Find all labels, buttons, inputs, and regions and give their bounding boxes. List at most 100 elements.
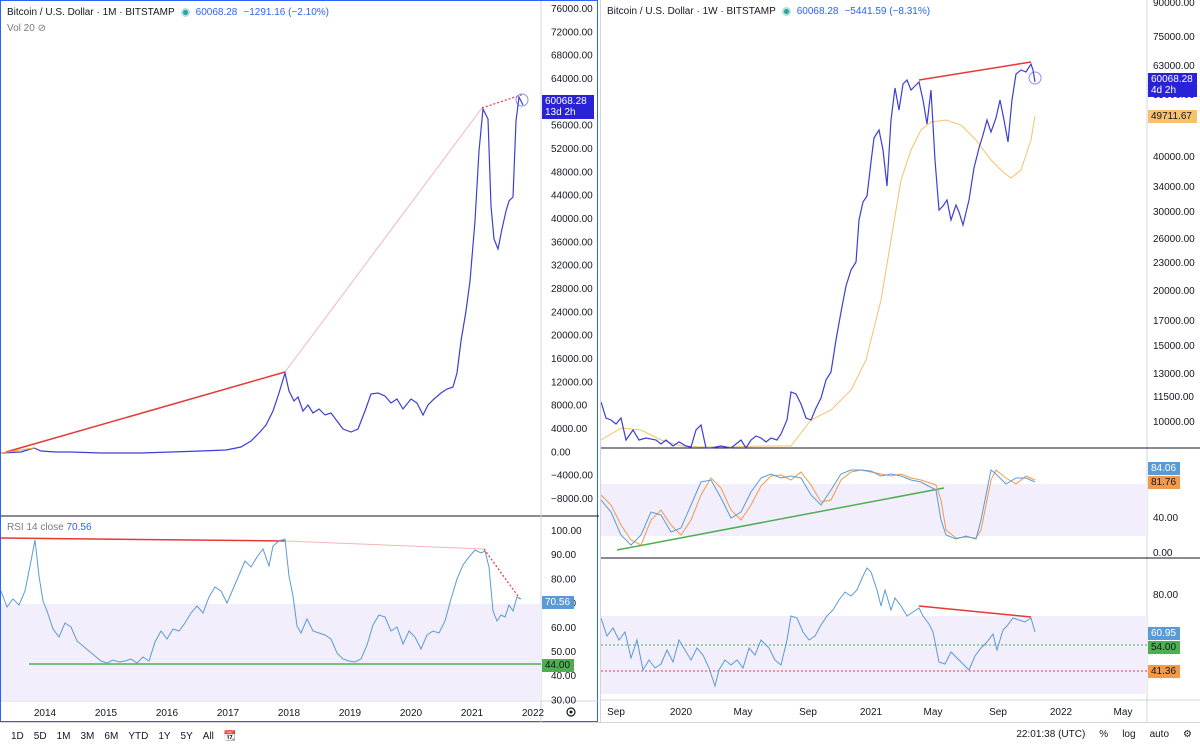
price-tick-label: 32000.00 bbox=[551, 261, 593, 272]
monthly-chart-panel[interactable]: 76000.0072000.0068000.0064000.0060000.00… bbox=[0, 0, 599, 723]
volume-legend[interactable]: Vol 20 ⊘ bbox=[7, 23, 46, 34]
current-price-label: 60068.28 13d 2h bbox=[542, 95, 594, 119]
stoch-trend-green bbox=[616, 487, 945, 551]
price-tick-label: 36000.00 bbox=[551, 237, 593, 248]
stoch-k-line bbox=[601, 469, 1036, 546]
weekly-price-line bbox=[601, 62, 1036, 450]
legend-price: 60068.28 bbox=[796, 6, 839, 17]
price-tick-label: 23000.00 bbox=[1153, 258, 1195, 269]
price-axis-ticks: 76000.0072000.0068000.0064000.0060000.00… bbox=[551, 4, 593, 505]
range-1d-button[interactable]: 1D bbox=[11, 731, 24, 742]
volume-label: Vol 20 bbox=[7, 23, 35, 34]
price-tick-label: 15000.00 bbox=[1153, 341, 1195, 352]
weekly-chart-svg: 90000.0075000.0063000.0055000.0040000.00… bbox=[601, 0, 1200, 722]
time-tick-label: 2015 bbox=[95, 708, 118, 719]
time-tick-label: May bbox=[924, 707, 943, 718]
price-tick-label: 56000.00 bbox=[551, 121, 593, 132]
price-tick-label: 75000.00 bbox=[1153, 32, 1195, 43]
monthly-chart-svg: 76000.0072000.0068000.0064000.0060000.00… bbox=[1, 1, 599, 723]
symbol-interval[interactable]: 1M bbox=[102, 7, 117, 18]
symbol-name: Bitcoin / U.S. Dollar bbox=[7, 7, 94, 18]
price-tick-label: −4000.00 bbox=[551, 471, 593, 482]
price-tick-label: 48000.00 bbox=[551, 167, 593, 178]
range-3m-button[interactable]: 3M bbox=[80, 731, 95, 742]
symbol-interval[interactable]: 1W bbox=[702, 6, 718, 17]
date-range-icon[interactable]: 📆 bbox=[223, 731, 237, 742]
weekly-rsi-trend-red bbox=[918, 605, 1032, 618]
market-status-icon bbox=[180, 8, 190, 17]
price-tick-label: 26000.00 bbox=[1153, 234, 1195, 245]
rsi-legend[interactable]: RSI 14 close 70.56 bbox=[7, 522, 92, 533]
price-tick-label: 52000.00 bbox=[551, 144, 593, 155]
rsi-upper-label: 54.00 bbox=[1148, 641, 1180, 654]
time-tick-label: 2022 bbox=[1050, 707, 1073, 718]
stoch-band bbox=[601, 484, 1147, 536]
weekly-rsi-band bbox=[601, 616, 1147, 694]
time-tick-label: May bbox=[734, 707, 753, 718]
range-1y-button[interactable]: 1Y bbox=[158, 731, 171, 742]
time-tick-label: 2021 bbox=[461, 708, 484, 719]
log-toggle[interactable]: log bbox=[1122, 729, 1136, 740]
rsi-value-label: 70.56 bbox=[542, 596, 574, 609]
time-tick-label: 2018 bbox=[278, 708, 301, 719]
trend-line-red-1 bbox=[5, 371, 286, 453]
rsi-lower-label: 41.36 bbox=[1148, 665, 1180, 678]
rsi-upper-text: 54.00 bbox=[1151, 642, 1177, 653]
stoch-d-label: 81.76 bbox=[1148, 476, 1180, 489]
drawing-handle-circle[interactable] bbox=[1028, 71, 1042, 85]
range-5y-button[interactable]: 5Y bbox=[180, 731, 193, 742]
price-tick-label: 20000.00 bbox=[551, 331, 593, 342]
rsi-band bbox=[1, 604, 541, 701]
volume-segment bbox=[1, 447, 35, 454]
range-5d-button[interactable]: 5D bbox=[33, 731, 47, 742]
price-tick-label: 76000.00 bbox=[551, 4, 593, 15]
price-tick-label: 40000.00 bbox=[551, 214, 593, 225]
ma-value-label: 49711.67 bbox=[1148, 110, 1197, 123]
range-1m-button[interactable]: 1M bbox=[56, 731, 71, 742]
clock-display[interactable]: 22:01:38 (UTC) bbox=[1016, 729, 1086, 740]
time-tick-label: Sep bbox=[799, 707, 817, 718]
stoch-tick-label: 40.00 bbox=[1153, 513, 1178, 524]
percent-toggle[interactable]: % bbox=[1099, 729, 1109, 740]
legend-change: −5441.59 (−8.31%) bbox=[844, 6, 931, 17]
weekly-chart-panel[interactable]: 90000.0075000.0063000.0055000.0040000.00… bbox=[600, 0, 1200, 722]
range-all-button[interactable]: All bbox=[202, 731, 214, 742]
drawing-handle-circle[interactable] bbox=[515, 93, 529, 107]
symbol-name: Bitcoin / U.S. Dollar bbox=[607, 6, 694, 17]
weekly-price-axis-ticks: 90000.0075000.0063000.0055000.0040000.00… bbox=[1153, 0, 1195, 428]
range-buttons: 1D 5D 1M 3M 6M YTD 1Y 5Y All 📆 bbox=[0, 731, 241, 742]
time-tick-label: 2021 bbox=[860, 707, 883, 718]
stoch-axis-ticks: 40.00 0.00 bbox=[1153, 513, 1178, 559]
rsi-tick-label: 90.00 bbox=[551, 550, 576, 561]
settings-gear-icon[interactable] bbox=[566, 707, 576, 717]
rsi-lower-text: 41.36 bbox=[1151, 666, 1177, 677]
weekly-time-axis-ticks: Sep 2020 May Sep 2021 May Sep 2022 May bbox=[607, 707, 1132, 718]
price-tick-label: 68000.00 bbox=[551, 51, 593, 62]
range-6m-button[interactable]: 6M bbox=[104, 731, 119, 742]
rsi-legend-value: 70.56 bbox=[66, 522, 92, 533]
eye-hidden-icon[interactable]: ⊘ bbox=[37, 23, 46, 34]
weekly-trend-red bbox=[918, 61, 1032, 81]
rsi-trend-pink bbox=[284, 540, 485, 550]
rsi-tick-label: 80.00 bbox=[551, 574, 576, 585]
time-tick-label: Sep bbox=[989, 707, 1007, 718]
bar-countdown: 13d 2h bbox=[545, 107, 576, 118]
time-axis-ticks: 2014 2015 2016 2017 2018 2019 2020 2021 2022 bbox=[34, 708, 545, 719]
range-ytd-button[interactable]: YTD bbox=[128, 731, 149, 742]
price-tick-label: 34000.00 bbox=[1153, 182, 1195, 193]
settings-gear-icon[interactable]: ⚙ bbox=[1183, 729, 1192, 740]
legend-change: −1291.16 (−2.10%) bbox=[243, 7, 329, 18]
weekly-rsi-axis-ticks: 80.00 bbox=[1153, 590, 1178, 601]
time-tick-label: May bbox=[1114, 707, 1133, 718]
rsi-tick-label: 40.00 bbox=[551, 671, 576, 682]
stoch-d-text: 81.76 bbox=[1151, 477, 1177, 488]
weekly-moving-average bbox=[601, 115, 1036, 448]
price-tick-label: 28000.00 bbox=[551, 284, 593, 295]
price-tick-label: 8000.00 bbox=[551, 401, 588, 412]
price-tick-label: −8000.00 bbox=[551, 494, 593, 505]
price-tick-label: 10000.00 bbox=[1153, 417, 1195, 428]
price-tick-label: 63000.00 bbox=[1153, 61, 1195, 72]
weekly-legend: Bitcoin / U.S. Dollar · 1W · BITSTAMP 60… bbox=[607, 6, 931, 17]
time-tick-label: 2019 bbox=[339, 708, 362, 719]
auto-toggle[interactable]: auto bbox=[1149, 729, 1170, 740]
